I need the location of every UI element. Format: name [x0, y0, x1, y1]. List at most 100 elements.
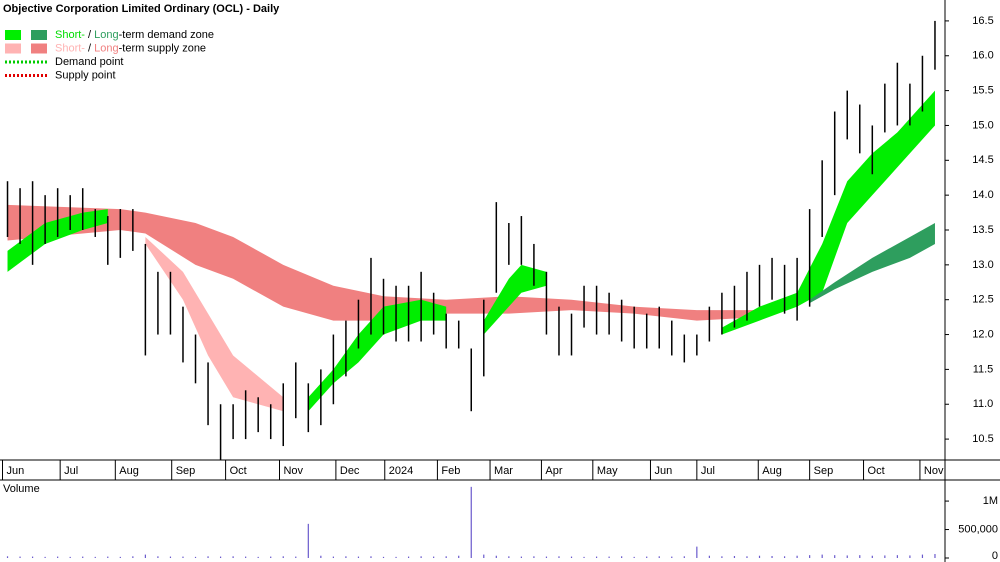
volume-bar — [332, 556, 334, 558]
volume-bar — [646, 556, 648, 558]
volume-bar — [771, 556, 773, 558]
volume-bar — [157, 556, 159, 558]
volume-bar — [658, 556, 660, 558]
volume-bar — [357, 556, 360, 558]
volume-bar — [758, 555, 761, 558]
volume-bar — [382, 556, 385, 558]
x-tick-label: Jun — [654, 465, 672, 477]
x-tick-label: Nov — [283, 465, 303, 477]
legend-label: Supply point — [55, 69, 116, 81]
y-tick-label: 10.5 — [972, 433, 993, 445]
volume-bar — [119, 556, 121, 558]
legend-text: / — [85, 42, 94, 54]
zone — [809, 223, 935, 304]
y-tick-label: 11.5 — [973, 363, 994, 375]
volume-bar — [608, 556, 610, 558]
volume-bar — [19, 556, 21, 558]
volume-bar — [746, 556, 748, 558]
y-tick-label: 16.0 — [972, 50, 993, 62]
volume-bar — [420, 556, 422, 558]
volume-bar — [31, 556, 34, 558]
volume-bar — [558, 556, 560, 558]
legend-swatch — [5, 30, 21, 40]
volume-bar — [295, 556, 297, 558]
x-tick-label: Jul — [701, 465, 715, 477]
volume-bar — [433, 556, 435, 558]
volume-title: Volume — [3, 483, 40, 495]
y-tick-label: 16.5 — [972, 15, 993, 27]
volume-bar — [194, 556, 197, 558]
zone — [308, 299, 447, 412]
volume-bar — [270, 556, 272, 558]
legend-label: Demand point — [55, 56, 124, 68]
volume-bar — [370, 556, 372, 558]
volume-bar — [809, 555, 811, 558]
x-tick-label: Oct — [230, 465, 247, 477]
volume-bar — [207, 556, 209, 558]
x-tick-label: Apr — [545, 465, 562, 477]
legend-text: Long — [94, 42, 118, 54]
volume-bar — [282, 556, 284, 558]
volume-bar — [871, 555, 873, 558]
y-tick-label: 14.5 — [972, 154, 993, 166]
zone — [721, 90, 935, 335]
legend-text: -term demand zone — [119, 29, 214, 41]
x-tick-label: Dec — [340, 465, 360, 477]
volume-bar — [169, 556, 172, 558]
legend-text: / — [85, 29, 94, 41]
legend-swatch — [31, 43, 47, 54]
volume-bar — [545, 556, 548, 558]
volume-bar — [219, 556, 222, 558]
volume-bar — [595, 556, 598, 558]
x-tick-label: Aug — [762, 465, 782, 477]
volume-bar — [520, 556, 522, 558]
volume-bar — [721, 556, 723, 558]
volume-bar — [884, 555, 886, 558]
legend-text: Long — [94, 29, 118, 41]
volume-bar — [683, 556, 685, 558]
volume-bar — [6, 556, 9, 558]
x-tick-label: Mar — [494, 465, 513, 477]
volume-bar — [82, 556, 84, 558]
y-tick-label: 11.0 — [973, 398, 994, 410]
chart-title: Objective Corporation Limited Ordinary (… — [3, 3, 280, 15]
volume-bar — [257, 556, 259, 558]
volume-bar — [859, 555, 861, 558]
volume-bar — [232, 556, 234, 558]
volume-bar — [671, 556, 673, 558]
volume-bar — [846, 555, 848, 558]
y-tick-label: 13.0 — [972, 259, 993, 271]
x-tick-label: Feb — [441, 465, 460, 477]
volume-bar — [395, 556, 397, 558]
volume-bar — [934, 554, 936, 558]
volume-bar — [245, 556, 247, 558]
volume-bar — [407, 556, 410, 558]
volume-bar — [44, 556, 46, 558]
volume-bar — [533, 556, 535, 558]
volume-bar — [508, 556, 510, 558]
x-tick-label: Sep — [176, 465, 196, 477]
legend-text: Supply point — [55, 69, 116, 81]
volume-bar — [458, 555, 460, 558]
volume-bar — [896, 555, 898, 558]
zone — [7, 204, 760, 321]
y-tick-label: 15.0 — [972, 119, 993, 131]
zone — [145, 236, 284, 412]
volume-bar — [708, 555, 710, 558]
volume-bar — [921, 554, 924, 558]
y-tick-label: 0 — [992, 550, 998, 562]
volume-bar — [733, 556, 736, 558]
volume-bar — [570, 556, 573, 558]
volume-bar — [182, 556, 184, 558]
x-tick-label: Jun — [7, 465, 25, 477]
volume-bar — [107, 556, 109, 558]
x-tick-label: May — [597, 465, 618, 477]
legend-text: Short- — [55, 29, 85, 41]
volume-bar — [345, 556, 347, 558]
x-tick-label: Oct — [868, 465, 885, 477]
legend-text: -term supply zone — [119, 42, 206, 54]
